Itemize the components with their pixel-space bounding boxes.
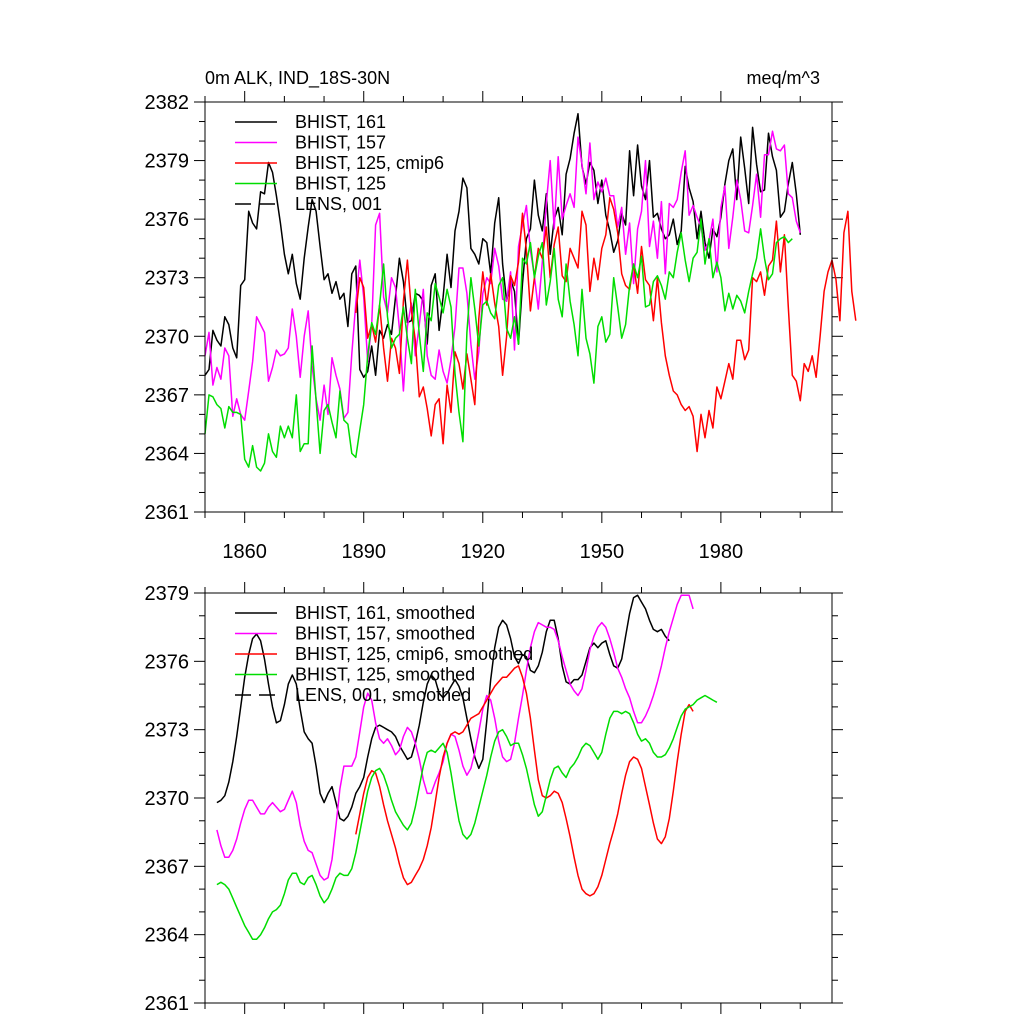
top-ytick-label: 2379 [145,151,190,173]
top-plot-frame [204,101,833,513]
top-xtick-label: 1920 [461,541,506,563]
bottom-ytick-label: 2361 [145,993,190,1015]
top-legend-label: BHIST, 125 [295,174,386,194]
top-xtick-label: 1980 [699,541,744,563]
bottom-legend-label: BHIST, 125, cmip6, smoothed [295,644,533,664]
bottom-series-line-3 [216,694,718,940]
top-legend-label: BHIST, 161 [295,112,386,132]
bottom-legend-label: BHIST, 125, smoothed [295,665,475,685]
bottom-panel: 2361 2364 2367 2370 2373 2376 2379 BHIST, 161,… [145,582,843,1015]
top-ytick-label: 2370 [145,326,190,348]
top-legend-label: LENS, 001 [295,194,382,214]
bottom-ytick-label: 2370 [145,788,190,810]
top-legend-label: BHIST, 125, cmip6 [295,153,444,173]
top-ytick-label: 2367 [145,385,190,407]
bottom-series-line-2 [355,665,694,897]
bottom-ytick-label: 2367 [145,856,190,878]
bottom-series-group [216,594,718,940]
bottom-legend-label: BHIST, 157, smoothed [295,624,475,644]
top-series-line-2 [355,196,857,453]
bottom-ytick-label: 2373 [145,720,190,742]
top-ytick-label: 2364 [145,443,190,465]
bottom-legend-label: LENS, 001, smoothed [295,685,471,705]
top-xtick-label: 1950 [580,541,625,563]
top-series-line-0 [204,112,802,379]
top-ytick-label: 2361 [145,502,190,524]
bottom-legend-label: BHIST, 161, smoothed [295,603,475,623]
top-panel: 0m ALK, IND_18S-30N meq/m^3 2361 2364 2367… [145,68,857,563]
top-ytick-label: 2376 [145,209,190,231]
top-xtick-label: 1890 [341,541,386,563]
top-series-line-3 [204,218,793,472]
bottom-plot-frame [204,592,833,1004]
top-title-left: 0m ALK, IND_18S-30N [205,68,390,89]
top-axes: 2361 2364 2367 2370 2373 2376 2379 2382 1860 1890… [145,91,843,563]
bottom-series-line-0 [216,594,670,822]
top-title-units: meq/m^3 [747,68,820,88]
bottom-axes: 2361 2364 2367 2370 2373 2376 2379 [145,582,843,1015]
top-series-group [204,112,857,472]
bottom-ytick-label: 2376 [145,651,190,673]
top-xtick-label: 1860 [222,541,267,563]
bottom-ytick-label: 2379 [145,583,190,605]
top-ytick-label: 2382 [145,92,190,114]
bottom-ytick-label: 2364 [145,925,190,947]
bottom-series-line-1 [216,594,694,881]
top-ytick-label: 2373 [145,268,190,290]
top-legend-label: BHIST, 157 [295,133,386,153]
